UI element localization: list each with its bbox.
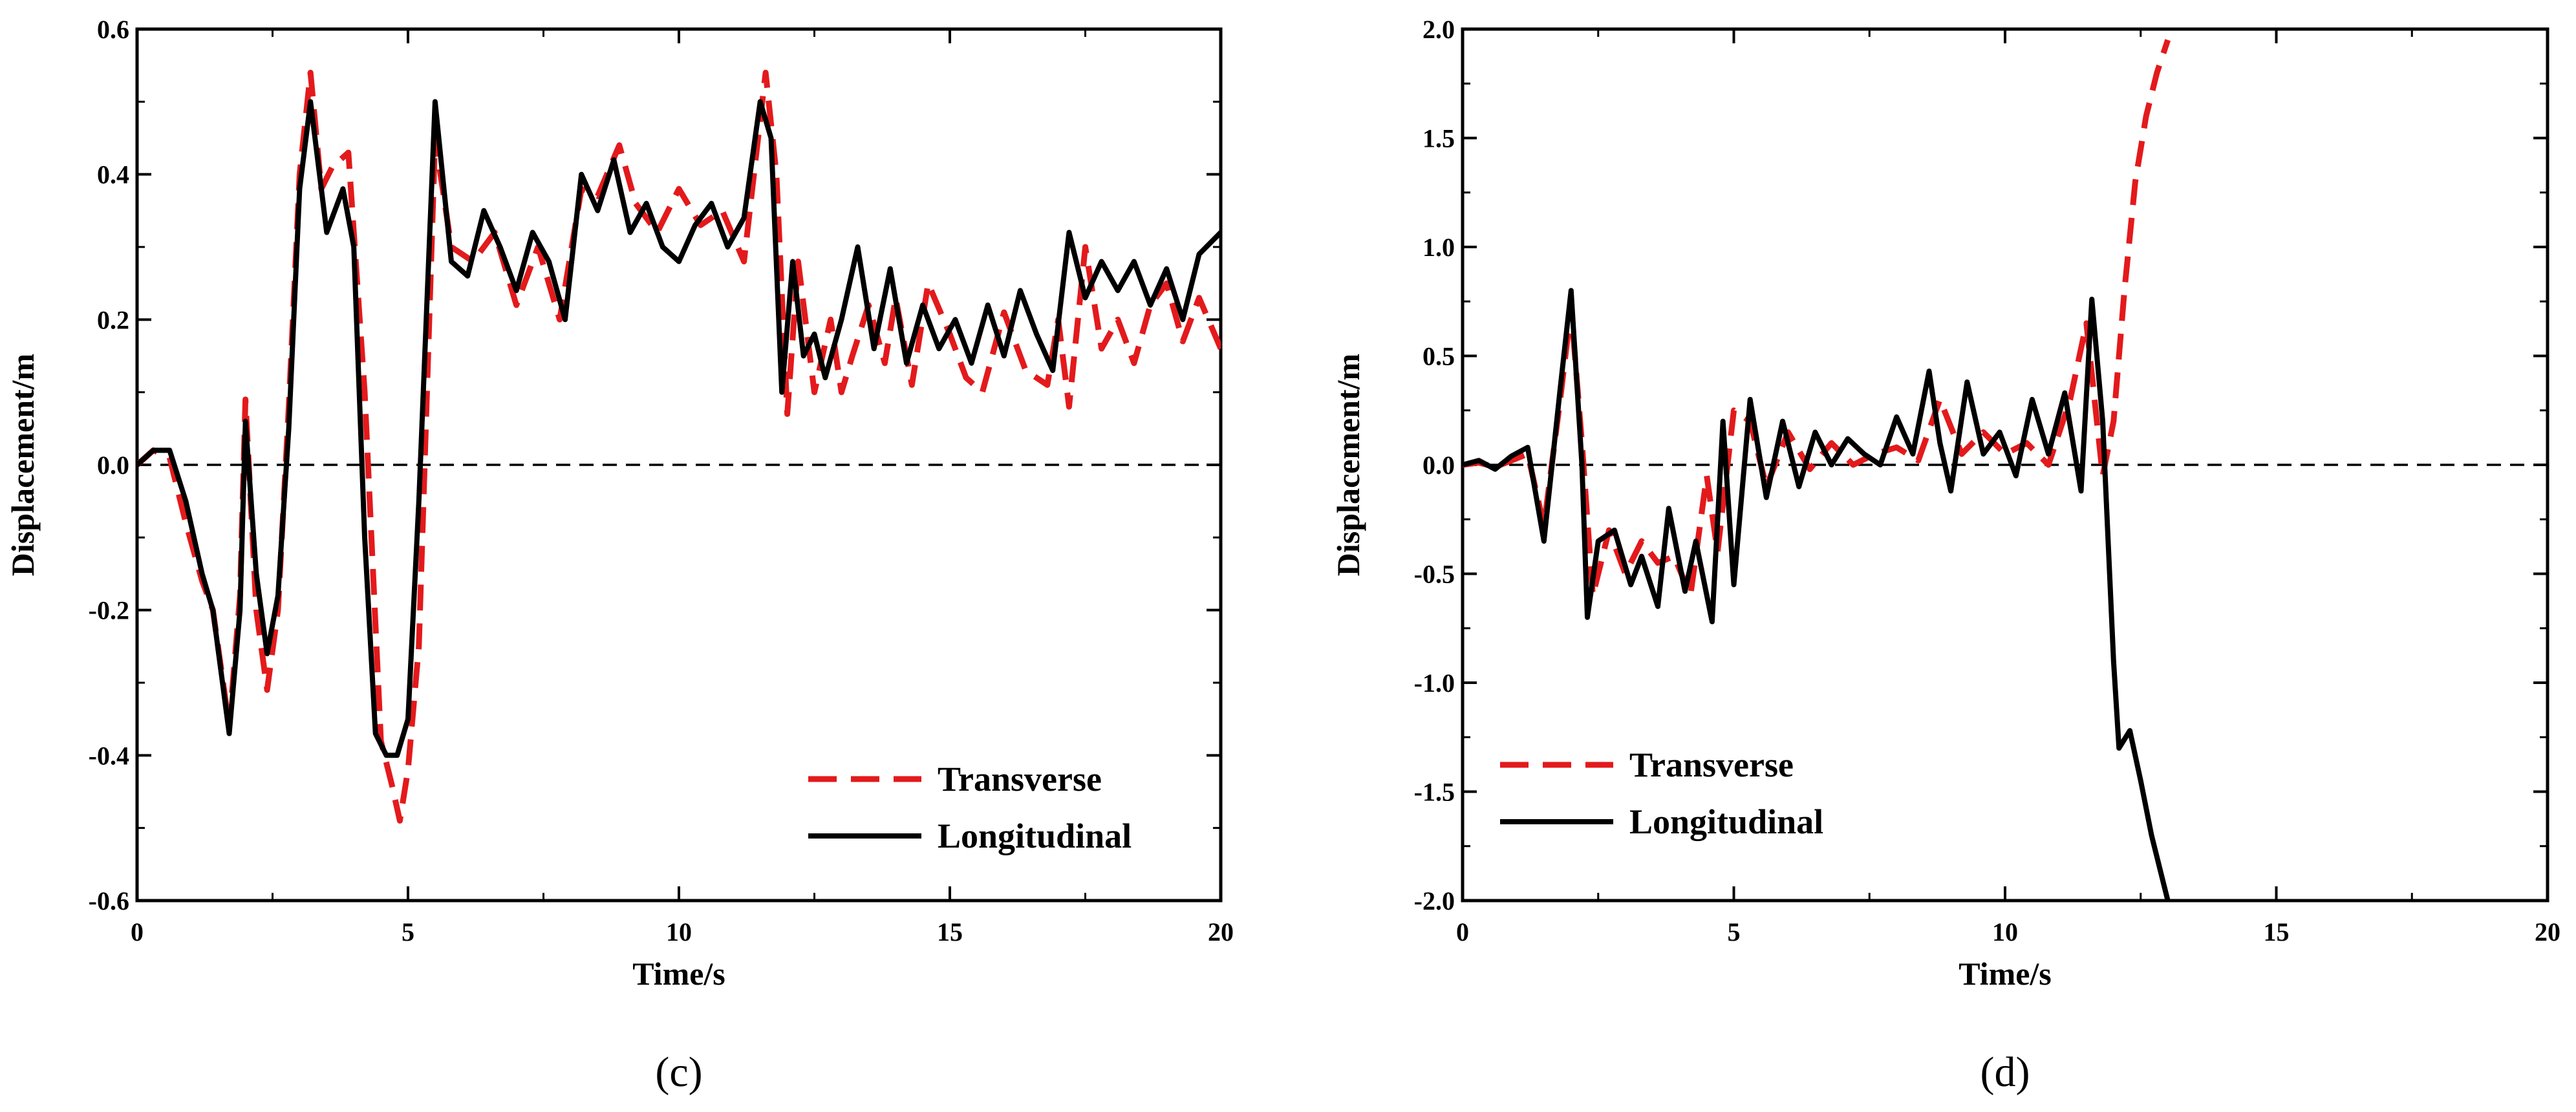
y-tick-label: -0.4 — [89, 741, 129, 770]
x-tick-label: 5 — [1728, 917, 1741, 946]
legend-label-longitudinal: Longitudinal — [938, 817, 1132, 855]
legend-label-transverse: Transverse — [1629, 745, 1794, 784]
y-tick-label: 0.0 — [1422, 451, 1455, 480]
x-tick-label: 10 — [666, 917, 692, 946]
legend-label-transverse: Transverse — [938, 760, 1102, 798]
x-axis-label: Time/s — [632, 956, 725, 992]
y-axis-label: Displacement/m — [5, 354, 41, 576]
panel-label: (d) — [1980, 1049, 2030, 1096]
y-tick-label: 0.2 — [97, 305, 129, 334]
y-axis-label: Displacement/m — [1330, 354, 1366, 576]
panel-label: (c) — [655, 1049, 702, 1096]
x-tick-label: 20 — [1208, 917, 1234, 946]
chart-panel-d: 0 5 10 15 20 -2.0 -1.5 -1.0 -0.5 0.0 0.5 1.0 1.5 2.0 T… — [1330, 15, 2560, 1096]
x-tick-label: 15 — [2264, 917, 2290, 946]
y-tick-label: -2.0 — [1414, 886, 1455, 915]
y-tick-label: 0.4 — [97, 160, 129, 189]
x-tick-label: 10 — [1992, 917, 2018, 946]
y-tick-label: -1.5 — [1414, 778, 1455, 807]
y-tick-label: -1.0 — [1414, 668, 1455, 698]
y-tick-label: 1.0 — [1422, 233, 1455, 262]
y-tick-label: 1.5 — [1422, 124, 1455, 153]
series-line-longitudinal — [137, 99, 1221, 758]
y-tick-label: -0.6 — [89, 886, 129, 915]
y-tick-label: 0.5 — [1422, 342, 1455, 371]
y-tick-label: 2.0 — [1422, 15, 1455, 44]
y-tick-label: -0.2 — [89, 596, 129, 625]
y-tick-label: 0.0 — [97, 451, 129, 480]
x-tick-label: 20 — [2535, 917, 2560, 946]
x-tick-label: 15 — [937, 917, 963, 946]
x-tick-label: 0 — [1456, 917, 1469, 946]
chart-panel-c: 0 5 10 15 20 -0.6 -0.4 -0.2 0.0 0.2 0.4 0.6 Time/s Di… — [5, 15, 1234, 1096]
x-tick-label: 5 — [402, 917, 414, 946]
x-tick-label: 0 — [131, 917, 144, 946]
x-axis-label: Time/s — [1959, 956, 2052, 992]
series-line-transverse — [137, 69, 1221, 824]
series-line-longitudinal — [1463, 288, 2171, 901]
y-tick-label: -0.5 — [1414, 560, 1455, 589]
legend-label-longitudinal: Longitudinal — [1629, 802, 1823, 841]
y-tick-label: 0.6 — [97, 15, 129, 44]
